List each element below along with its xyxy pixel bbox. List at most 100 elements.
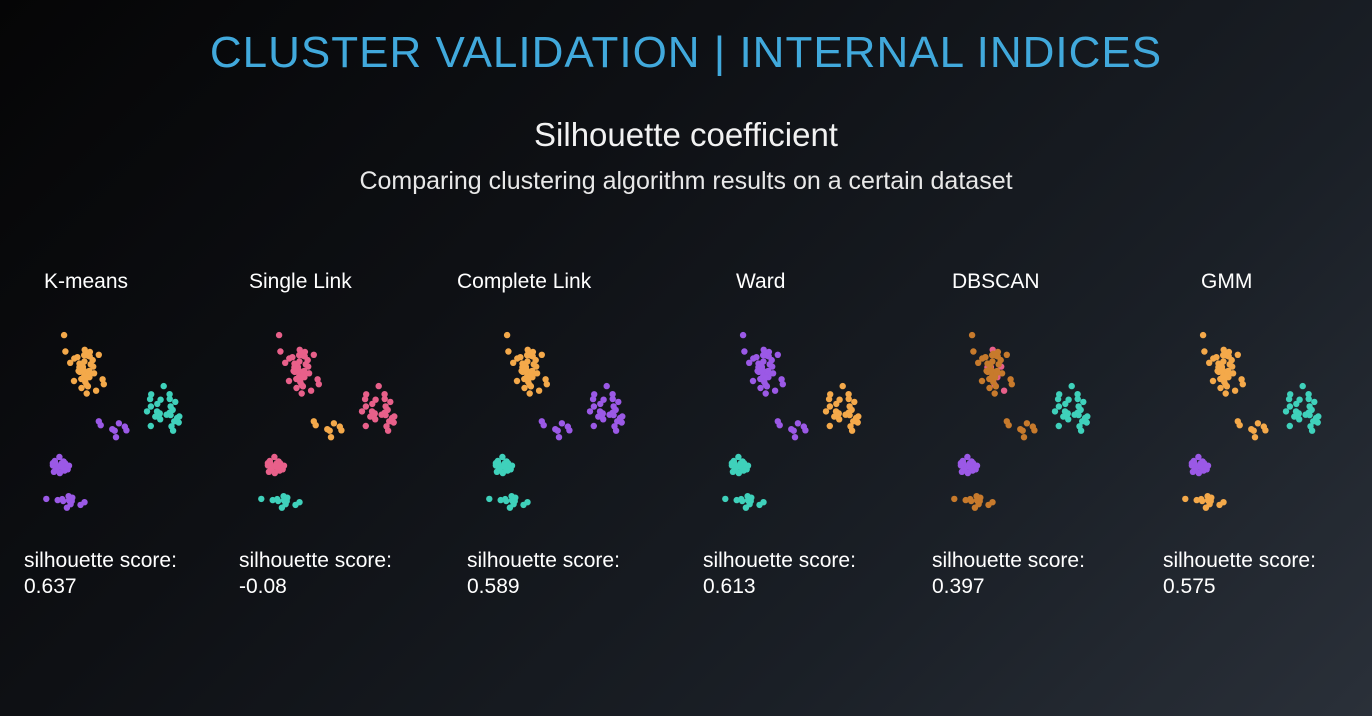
scatter-point bbox=[762, 390, 769, 397]
scatter-point bbox=[618, 419, 625, 426]
scatter-point bbox=[486, 495, 493, 503]
scatter-point bbox=[1215, 360, 1222, 367]
scatter-point bbox=[826, 422, 833, 430]
scatter-point bbox=[49, 462, 57, 469]
scatter-point bbox=[975, 359, 982, 366]
scatter-point bbox=[984, 360, 991, 367]
scatter-point bbox=[845, 391, 852, 398]
scatter-plot bbox=[1182, 331, 1322, 511]
scatter-point bbox=[1239, 381, 1246, 388]
scatter-point bbox=[363, 391, 370, 398]
slide-subtitle: Silhouette coefficient bbox=[534, 116, 838, 153]
scatter-point bbox=[375, 382, 382, 390]
scatter-point bbox=[280, 462, 288, 469]
scatter-point bbox=[367, 413, 374, 420]
scatter-point bbox=[77, 367, 84, 374]
scatter-point bbox=[67, 501, 74, 508]
scatter-point bbox=[957, 462, 965, 469]
scatter-point bbox=[1076, 423, 1083, 430]
scatter-point bbox=[1216, 367, 1223, 374]
scatter-point bbox=[1305, 391, 1312, 398]
scatter-point bbox=[86, 367, 93, 375]
scatter-point bbox=[157, 416, 164, 423]
scatter-point bbox=[271, 453, 278, 461]
scatter-point bbox=[362, 403, 370, 410]
scatter-point bbox=[1225, 367, 1232, 375]
scatter-point bbox=[848, 406, 855, 414]
score-label: silhouette score: bbox=[239, 549, 392, 572]
scatter-point bbox=[800, 423, 807, 430]
scatter-point bbox=[312, 422, 319, 429]
scatter-point bbox=[372, 416, 379, 423]
scatter-point bbox=[1204, 462, 1212, 469]
scatter-point bbox=[611, 423, 618, 430]
scatter-point bbox=[590, 422, 597, 430]
scatter-point bbox=[526, 390, 533, 397]
scatter-point bbox=[1005, 422, 1012, 429]
scatter-point bbox=[264, 462, 272, 469]
scatter-point bbox=[285, 377, 293, 385]
scatter-point bbox=[56, 453, 63, 461]
scatter-point bbox=[765, 367, 772, 375]
scatter-point bbox=[978, 377, 986, 385]
scatter-point bbox=[121, 423, 128, 430]
scatter-point bbox=[982, 354, 989, 361]
scatter-point bbox=[825, 395, 833, 403]
scatter-point bbox=[391, 413, 398, 420]
scatter-point bbox=[741, 348, 748, 355]
scatter-point bbox=[603, 382, 610, 390]
scatter-point bbox=[1208, 494, 1215, 501]
scatter-point bbox=[1223, 383, 1231, 390]
scatter-point bbox=[54, 496, 61, 504]
scatter-point bbox=[358, 408, 366, 415]
scatter-point bbox=[744, 462, 752, 469]
scatter-point bbox=[855, 413, 862, 420]
panel-title: DBSCAN bbox=[952, 270, 1040, 293]
scatter-point bbox=[297, 350, 304, 357]
scatter-point bbox=[1074, 395, 1081, 403]
scatter-point bbox=[749, 377, 757, 385]
scatter-point bbox=[176, 413, 183, 420]
scatter-point bbox=[508, 462, 516, 469]
scatter-point bbox=[761, 350, 768, 357]
scatter-point bbox=[1209, 377, 1217, 385]
scatter-point bbox=[310, 351, 317, 358]
scatter-point bbox=[301, 367, 308, 375]
scatter-point bbox=[1065, 416, 1072, 423]
scatter-point bbox=[381, 391, 388, 398]
scatter-point bbox=[779, 381, 786, 388]
score-label: silhouette score: bbox=[24, 549, 177, 572]
scatter-point bbox=[554, 427, 561, 434]
scatter-point bbox=[503, 497, 510, 505]
scatter-point bbox=[277, 348, 284, 355]
scatter-point bbox=[525, 350, 532, 357]
scatter-point bbox=[1019, 427, 1026, 434]
score-value: 0.397 bbox=[932, 575, 985, 598]
scatter-point bbox=[143, 408, 151, 415]
panel-ward: Ward silhouette score: 0.613 bbox=[703, 270, 923, 620]
scatter-point bbox=[273, 461, 280, 468]
scatter-point bbox=[299, 383, 307, 390]
scatter-point bbox=[499, 453, 506, 461]
scatter-point bbox=[77, 501, 84, 509]
scatter-point bbox=[728, 462, 736, 469]
scatter-point bbox=[1003, 351, 1010, 358]
scatter-point bbox=[76, 360, 83, 367]
scatter-point bbox=[1056, 391, 1063, 398]
scatter-point bbox=[1206, 359, 1213, 366]
scatter-point bbox=[753, 354, 760, 361]
scatter-point bbox=[362, 422, 369, 430]
scatter-point bbox=[733, 496, 740, 504]
scatter-point bbox=[258, 495, 265, 503]
scatter-point bbox=[964, 453, 971, 461]
scatter-point bbox=[74, 354, 81, 361]
scatter-point bbox=[1061, 408, 1069, 415]
scatter-point bbox=[1254, 420, 1262, 427]
scatter-point bbox=[1220, 358, 1227, 365]
scatter-point bbox=[521, 384, 528, 392]
scatter-point bbox=[968, 497, 975, 505]
scatter-point bbox=[282, 501, 289, 508]
scatter-point bbox=[970, 348, 977, 355]
scatter-point bbox=[1000, 387, 1008, 394]
scatter-point bbox=[597, 400, 604, 408]
